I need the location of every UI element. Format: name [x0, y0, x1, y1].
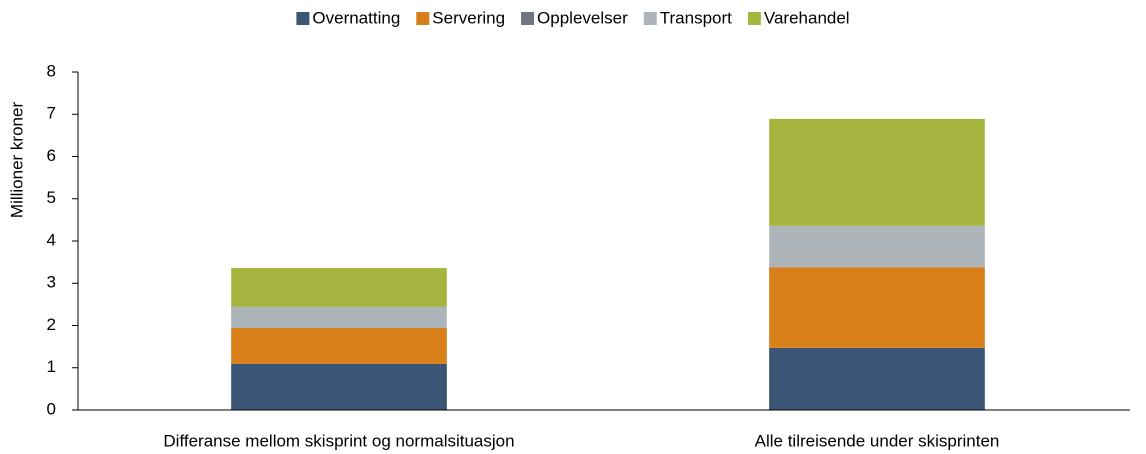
y-tick-label: 0 — [47, 399, 56, 418]
y-tick-label: 6 — [47, 146, 56, 165]
legend-label: Transport — [660, 8, 732, 27]
legend-label: Overnatting — [312, 8, 400, 27]
x-tick-label: Alle tilreisende under skisprinten — [755, 431, 1000, 450]
bar-segment — [231, 328, 447, 364]
y-tick-label: 2 — [47, 315, 56, 334]
legend-swatch — [643, 12, 657, 25]
y-axis-label: Millioner kroner — [7, 102, 26, 219]
bar-segment — [231, 306, 447, 329]
y-tick-label: 3 — [47, 273, 56, 292]
legend-label: Varehandel — [764, 8, 850, 27]
bar-segment — [769, 225, 985, 268]
legend-swatch — [416, 12, 430, 25]
y-tick-label: 4 — [47, 230, 56, 249]
y-tick-label: 7 — [47, 104, 56, 123]
legend-label: Opplevelser — [537, 8, 628, 27]
legend-label: Servering — [432, 8, 505, 27]
y-tick-label: 8 — [47, 61, 56, 80]
y-tick-label: 1 — [47, 357, 56, 376]
legend-swatch — [747, 12, 761, 25]
bar-segment — [231, 268, 447, 307]
bar-segment — [769, 267, 985, 348]
x-tick-label: Differanse mellom skisprint og normalsit… — [163, 431, 514, 450]
bar-segment — [769, 118, 985, 226]
y-tick-label: 5 — [47, 188, 56, 207]
legend-swatch — [521, 12, 535, 25]
legend-swatch — [296, 12, 310, 25]
bar-segment — [231, 363, 447, 410]
bar-segment — [769, 347, 985, 410]
